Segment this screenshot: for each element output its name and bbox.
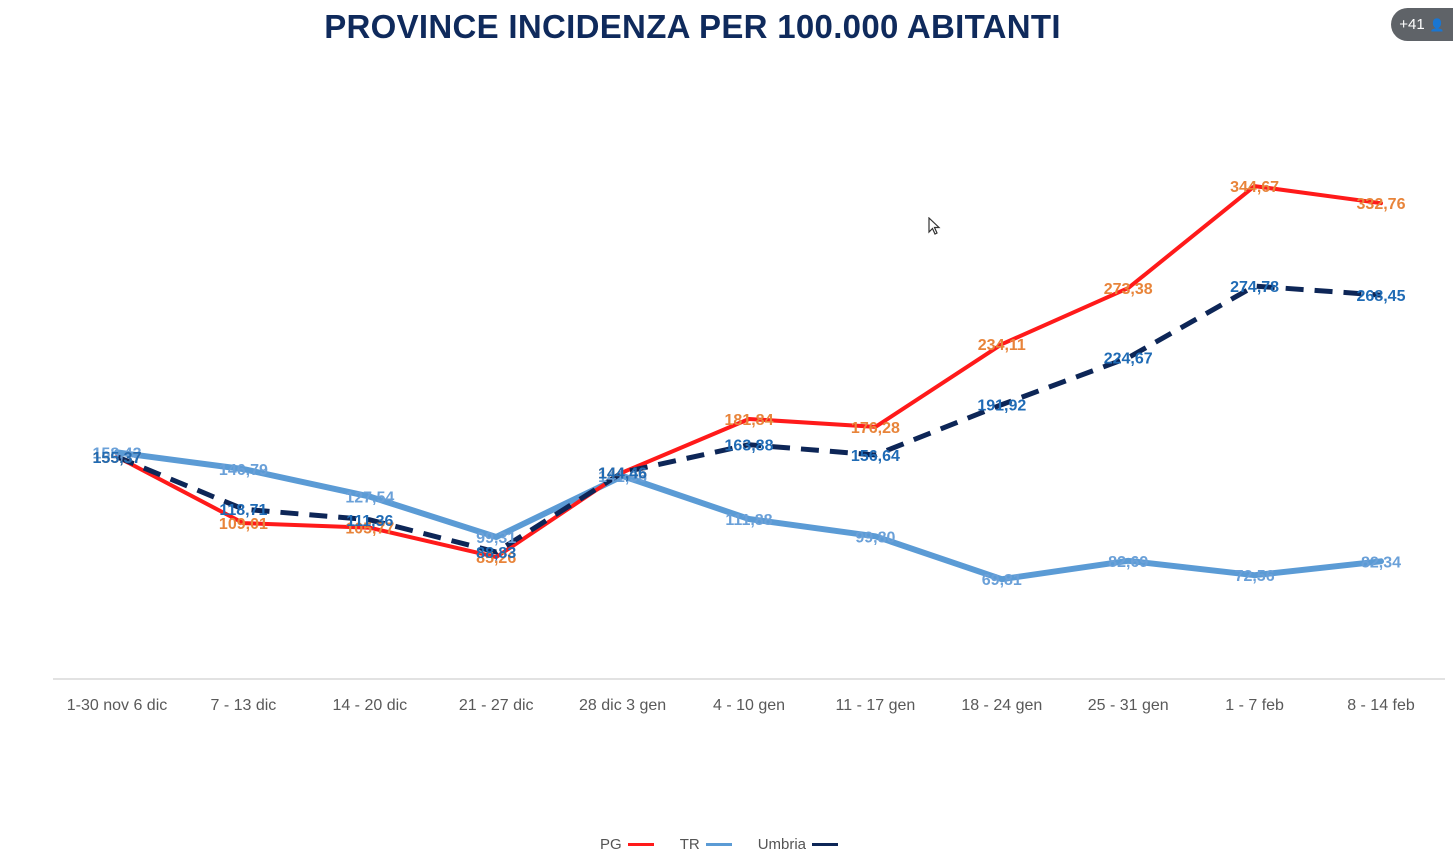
data-label-tr: 127,54 [345, 490, 394, 507]
data-label-tr: 141,96 [598, 469, 647, 486]
data-label-pg: 85,26 [476, 550, 516, 567]
legend-label: TR [679, 836, 700, 853]
data-label-umbria: 156,64 [851, 448, 900, 465]
x-tick-label: 1 - 7 feb [1225, 697, 1284, 714]
x-tick-label: 1-30 nov 6 dic [67, 697, 168, 714]
data-label-umbria: 155,37 [93, 450, 142, 467]
data-label-pg: 176,28 [851, 420, 900, 437]
data-label-tr: 158,43 [93, 445, 142, 462]
series-lines [114, 184, 1384, 583]
data-label-pg: 181,84 [725, 412, 774, 429]
legend-item-pg: PG [600, 836, 654, 853]
data-label-pg: 109,01 [219, 516, 268, 533]
x-tick-label: 18 - 24 gen [961, 697, 1042, 714]
data-label-umbria: 191,92 [977, 398, 1026, 415]
legend-item-umbria: Umbria [757, 836, 839, 853]
data-label-umbria: 163,88 [725, 438, 774, 455]
chart-legend: PG TR Umbria [600, 836, 839, 853]
person-icon: 👤 [1429, 17, 1445, 32]
legend-swatch [812, 843, 839, 846]
x-tick-label: 11 - 17 gen [836, 697, 916, 714]
data-label-pg: 344,67 [1230, 179, 1279, 196]
data-label-umbria: 88,83 [476, 545, 516, 562]
data-label-umbria: 268,45 [1357, 288, 1406, 305]
legend-label: Umbria [757, 836, 807, 853]
data-label-pg: 234,11 [978, 337, 1026, 354]
x-tick-label: 25 - 31 gen [1088, 697, 1169, 714]
data-label-pg: 332,76 [1357, 196, 1406, 213]
data-label-pg: 144,46 [598, 465, 647, 482]
x-tick-label: 7 - 13 dic [210, 697, 276, 714]
data-label-tr: 146,79 [219, 462, 268, 479]
data-labels: 158,43 146,79 127,54 99,31 141,96 111,88 99,80… [93, 179, 1406, 589]
data-label-tr: 82,34 [1361, 554, 1401, 571]
x-tick-label: 4 - 10 gen [713, 697, 785, 714]
data-label-tr: 99,80 [855, 529, 895, 546]
data-label-umbria: 111,36 [346, 513, 393, 530]
legend-item-tr: TR [680, 836, 732, 853]
legend-swatch [705, 843, 732, 846]
legend-swatch [627, 843, 654, 846]
mouse-cursor-icon [928, 217, 941, 235]
x-tick-label: 14 - 20 dic [332, 697, 407, 714]
data-label-tr: 111,88 [725, 512, 772, 529]
data-label-tr: 72,56 [1235, 568, 1275, 585]
data-label-pg: 105,77 [345, 521, 394, 538]
series-line-tr [114, 449, 1384, 583]
data-label-umbria: 274,78 [1230, 279, 1279, 296]
x-tick-label: 28 dic 3 gen [579, 697, 666, 714]
participants-badge[interactable]: +41 👤 [1391, 8, 1453, 41]
data-label-tr: 99,31 [476, 530, 516, 547]
series-line-umbria [116, 283, 1382, 555]
legend-label: PG [600, 836, 622, 853]
data-label-umbria: 144,46 [598, 465, 647, 482]
x-tick-label: 21 - 27 dic [459, 697, 534, 714]
data-label-umbria: 118,71 [219, 502, 267, 519]
data-label-pg: 155,37 [93, 450, 142, 467]
x-tick-label: 8 - 14 feb [1347, 697, 1415, 714]
chart-title: PROVINCE INCIDENZA PER 100.000 ABITANTI [324, 8, 1061, 45]
series-line-pg [115, 184, 1383, 560]
participants-count: +41 [1399, 16, 1425, 33]
data-label-tr: 69,81 [982, 572, 1022, 589]
data-label-umbria: 224,67 [1104, 351, 1153, 368]
data-label-pg: 273,38 [1104, 281, 1153, 298]
x-tick-labels: 1-30 nov 6 dic 7 - 13 dic 14 - 20 dic 21 - … [67, 697, 1415, 714]
data-label-tr: 82,69 [1108, 554, 1148, 571]
